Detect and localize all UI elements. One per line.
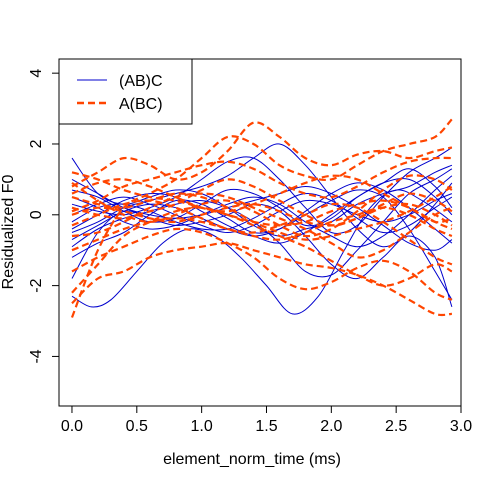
- series-dashed-curve-14: [71, 174, 453, 224]
- y-tick-label: 0: [28, 210, 45, 219]
- x-tick-label: 3.0: [450, 418, 472, 435]
- series-solid-curve-3: [71, 203, 453, 308]
- series-dashed-curve-13: [71, 202, 453, 227]
- x-tick-label: 0.5: [126, 418, 148, 435]
- x-axis-title: element_norm_time (ms): [163, 451, 341, 468]
- legend-box: [58, 58, 193, 125]
- x-tick-label: 2.5: [385, 418, 407, 435]
- x-tick-label: 0.0: [61, 418, 83, 435]
- series-dashed-curve-5: [71, 185, 453, 241]
- curve-layer: [70, 118, 453, 318]
- series-solid-curve-1: [71, 189, 453, 315]
- series-solid-curve-13: [71, 182, 453, 244]
- y-tick-label: 4: [28, 69, 45, 78]
- series-solid-curve-9: [71, 178, 453, 244]
- series-dashed-curve-11: [71, 174, 453, 238]
- series-solid-curve-10: [71, 178, 453, 251]
- y-axis-title: Residualized F0: [0, 175, 17, 290]
- series-dashed-curve-10: [71, 199, 453, 266]
- x-tick-label: 1.5: [255, 418, 277, 435]
- series-dashed-curve-2: [71, 121, 453, 188]
- x-tick-label: 2.0: [320, 418, 342, 435]
- series-dashed-curve-12: [71, 206, 453, 294]
- series-dashed-curve-1: [71, 241, 452, 317]
- legend-label-abc-grouped-right: A(BC): [119, 96, 163, 113]
- series-dashed-curve-8: [71, 206, 453, 252]
- x-axis: 0.0 0.5 1.0 1.5 2.0 2.5 3.0: [61, 405, 472, 435]
- series-dashed-curve-0: [70, 118, 453, 318]
- legend: (AB)C A(BC): [58, 58, 193, 125]
- y-axis: -4 -2 0 2 4: [28, 69, 60, 364]
- legend-label-abc-grouped-left: (AB)C: [119, 73, 163, 90]
- series-dashed-curve-4: [71, 227, 453, 301]
- y-tick-label: 2: [28, 139, 45, 148]
- x-tick-label: 1.0: [191, 418, 213, 435]
- y-tick-label: -2: [28, 278, 45, 292]
- y-tick-label: -4: [28, 349, 45, 363]
- series-dashed-curve-7: [71, 171, 453, 231]
